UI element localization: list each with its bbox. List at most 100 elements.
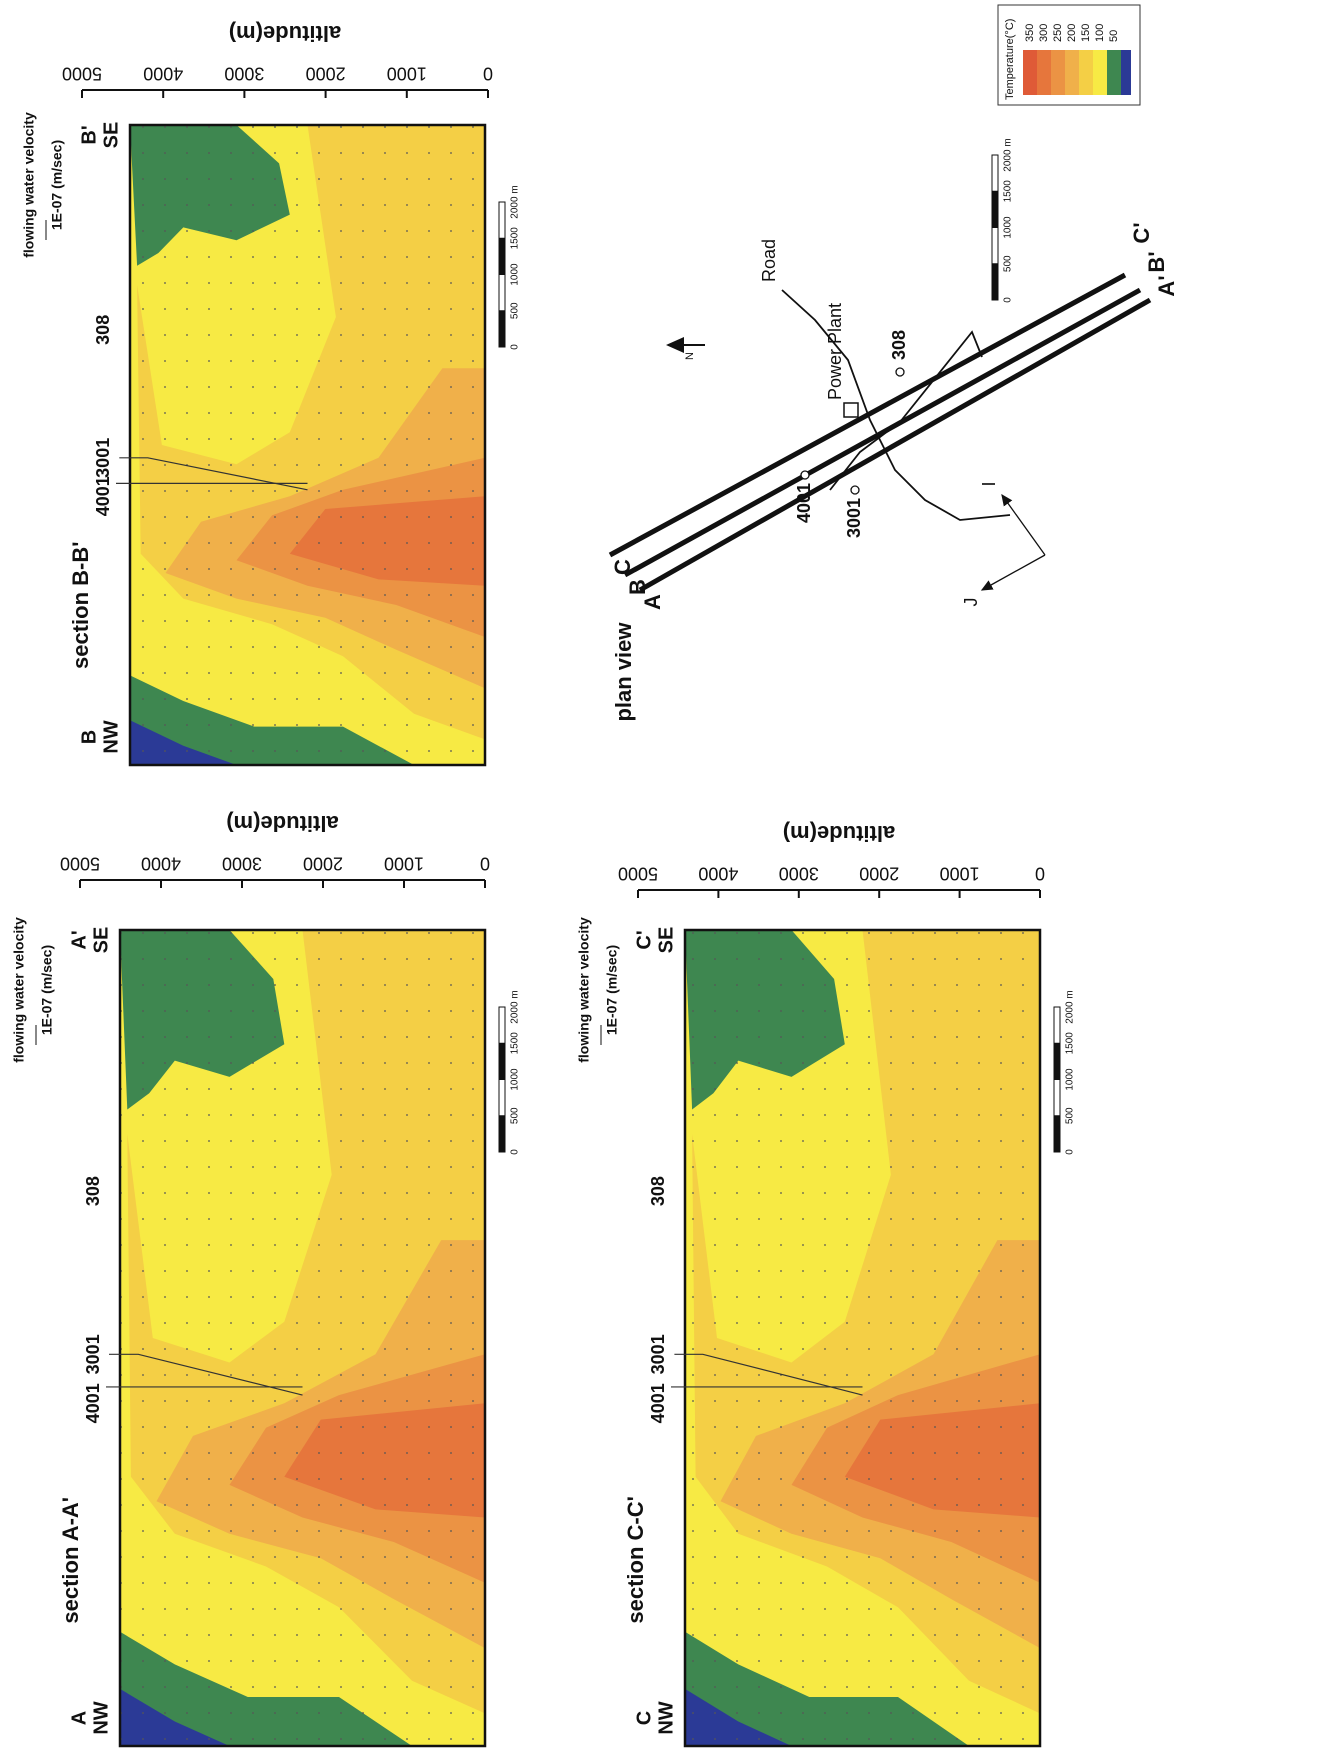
scale-segment: [498, 1042, 506, 1080]
section-end-dir: SE: [90, 927, 112, 954]
scale-segment: [991, 227, 999, 265]
section-line-start: B: [625, 579, 650, 595]
legend-swatch: [1051, 50, 1065, 95]
axis-tick-label: 0: [480, 853, 490, 873]
axis-title: altitude(m): [783, 821, 895, 846]
axis-tick-label: 2000: [303, 853, 343, 873]
section-line: [623, 287, 1142, 578]
legend-label: 100: [1094, 24, 1106, 42]
well-label: 308: [648, 1176, 668, 1206]
section-line: [638, 297, 1152, 593]
scale-segment: [498, 1006, 506, 1044]
scale-segment: [498, 237, 506, 275]
scale-label: 500: [510, 302, 521, 319]
scale-label: 1500: [510, 227, 521, 250]
scale-label: 0: [510, 344, 521, 350]
legend-label: 150: [1080, 24, 1092, 42]
velocity-unit: 1E-07 (m/sec): [604, 945, 620, 1035]
scale-segment: [1053, 1115, 1061, 1153]
section-line-end: B': [1144, 251, 1169, 272]
road: [781, 289, 1011, 521]
legend-swatch: [1093, 50, 1107, 95]
scale-segment: [991, 263, 999, 301]
power-plant-marker: [843, 402, 859, 418]
section-end-letter: A': [68, 930, 90, 949]
axis-tick-label: 2000: [306, 63, 346, 83]
axis-title: altitude(m): [229, 21, 341, 46]
well-marker: [895, 367, 905, 377]
plot-frame: [128, 123, 487, 767]
section-start-dir: NW: [100, 720, 122, 753]
north-label: N: [684, 352, 696, 360]
axis-tick-label: 0: [483, 63, 493, 83]
well-label: 4001: [648, 1383, 668, 1423]
well-trace: [674, 1353, 863, 1396]
section-start-letter: C: [633, 1711, 655, 1725]
scale-label: 1000: [510, 263, 521, 286]
well-trace: [109, 1353, 303, 1396]
well-label: 4001: [93, 476, 113, 516]
contour-field: [130, 125, 485, 765]
scale-label: 1500: [510, 1032, 521, 1055]
axis-tick-label: 4000: [143, 63, 183, 83]
axis-tick-label: 3000: [224, 63, 264, 83]
section-end-dir: SE: [100, 122, 122, 149]
temperature-legend: Temperature(°C) 350 300 250 200 150 100 50: [997, 4, 1141, 106]
legend-label: 350: [1024, 24, 1036, 42]
scale-label: 2000 m: [1065, 990, 1076, 1023]
section-panel: section C-C' C NW C' SE 4001 3001 308 flowing wa…: [576, 821, 1076, 1748]
scale-label: 1000: [510, 1068, 521, 1091]
well-label: 308: [889, 330, 909, 360]
scale-segment: [1053, 1079, 1061, 1117]
legend-swatch: [1107, 50, 1121, 95]
section-title: section C-C': [623, 1496, 648, 1623]
well-marker: [850, 485, 860, 495]
plot-frame: [683, 928, 1042, 1748]
section-end-letter: C': [633, 930, 655, 949]
section-line-end: C': [1129, 222, 1154, 243]
well-label: 4001: [794, 483, 814, 523]
legend-swatch: [1065, 50, 1079, 95]
well-label: 3001: [648, 1334, 668, 1374]
scale-label: 1500: [1003, 180, 1014, 203]
axis-arrow: [1001, 493, 1046, 556]
scale-segment: [1053, 1042, 1061, 1080]
axis-tick-label: 0: [1035, 863, 1045, 883]
axis-tick-label: 2000: [859, 863, 899, 883]
section-start-letter: A: [68, 1711, 90, 1725]
section-start-dir: NW: [655, 1701, 677, 1734]
scale-label: 500: [1003, 255, 1014, 272]
scale-segment: [1053, 1006, 1061, 1044]
well-label: 308: [83, 1176, 103, 1206]
axis-tick-label: 1000: [940, 863, 980, 883]
contour-field: [120, 930, 485, 1746]
legend-label: 200: [1066, 24, 1078, 42]
scale-segment: [498, 310, 506, 348]
legend-title: Temperature(°C): [1004, 19, 1016, 100]
road-label: Road: [759, 239, 779, 282]
plan-title: plan view: [611, 622, 636, 722]
scale-segment: [498, 201, 506, 239]
velocity-title: flowing water velocity: [11, 917, 27, 1063]
velocity-grid: [130, 125, 485, 765]
axis-tick-label: 3000: [779, 863, 819, 883]
well-label: 4001: [83, 1383, 103, 1423]
velocity-title: flowing water velocity: [576, 917, 592, 1063]
plot-frame: [118, 928, 487, 1748]
section-line-start: A: [640, 594, 665, 610]
scale-segment: [991, 190, 999, 228]
section-start-dir: NW: [90, 1701, 112, 1734]
axis-tick-label: 5000: [62, 63, 102, 83]
section-title: section A-A': [58, 1497, 83, 1624]
legend-label: 50: [1108, 30, 1120, 42]
velocity-unit: 1E-07 (m/sec): [49, 140, 65, 230]
section-start-letter: B: [78, 730, 100, 744]
scale-label: 0: [1003, 297, 1014, 303]
scale-label: 0: [510, 1149, 521, 1155]
scale-segment: [991, 154, 999, 192]
section-end-letter: B': [78, 125, 100, 144]
